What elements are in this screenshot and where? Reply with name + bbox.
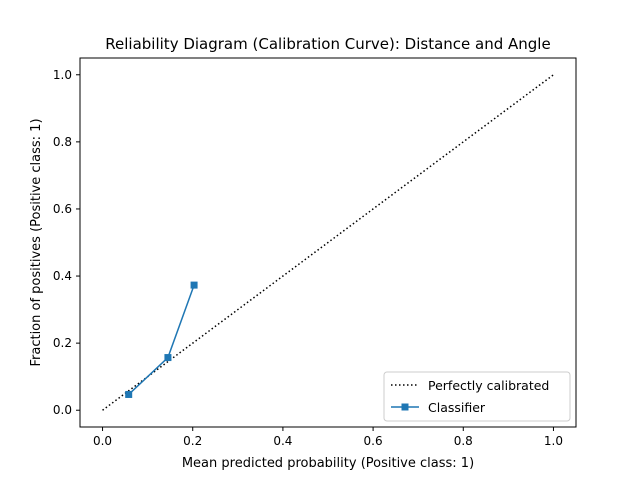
chart-title: Reliability Diagram (Calibration Curve):… — [105, 35, 550, 53]
x-tick-label: 0.0 — [93, 434, 112, 448]
legend-label-perfectly-calibrated: Perfectly calibrated — [428, 378, 549, 393]
series-line-classifier — [128, 284, 195, 396]
x-axis-label: Mean predicted probability (Positive cla… — [182, 456, 474, 471]
x-tick-label: 1.0 — [544, 434, 563, 448]
x-tick-label: 0.2 — [183, 434, 202, 448]
y-tick-label: 0.6 — [53, 202, 72, 216]
y-tick-label: 0.2 — [53, 336, 72, 350]
legend-swatch-classifier-marker — [401, 403, 409, 411]
y-axis-ticks: 0.0 0.2 0.4 0.6 0.8 1.0 — [53, 68, 80, 417]
y-tick-label: 0.8 — [53, 135, 72, 149]
legend-box — [383, 371, 571, 422]
data-point-classifier — [190, 281, 198, 289]
x-axis-ticks: 0.0 0.2 0.4 0.6 0.8 1.0 — [93, 427, 563, 448]
x-tick-label: 0.6 — [364, 434, 383, 448]
series-line-perfectly-calibrated — [102, 74, 554, 411]
y-tick-label: 0.4 — [53, 269, 72, 283]
axes-frame — [79, 57, 577, 428]
legend-label-classifier: Classifier — [428, 400, 486, 415]
legend: Perfectly calibrated Classifier — [383, 371, 571, 422]
data-point-classifier — [164, 354, 172, 362]
x-tick-label: 0.4 — [273, 434, 292, 448]
data-point-classifier — [125, 390, 133, 398]
x-tick-label: 0.8 — [454, 434, 473, 448]
y-tick-label: 0.0 — [53, 403, 72, 417]
plot-area — [102, 74, 554, 411]
y-axis-label: Fraction of positives (Positive class: 1… — [29, 118, 44, 366]
y-tick-label: 1.0 — [53, 68, 72, 82]
